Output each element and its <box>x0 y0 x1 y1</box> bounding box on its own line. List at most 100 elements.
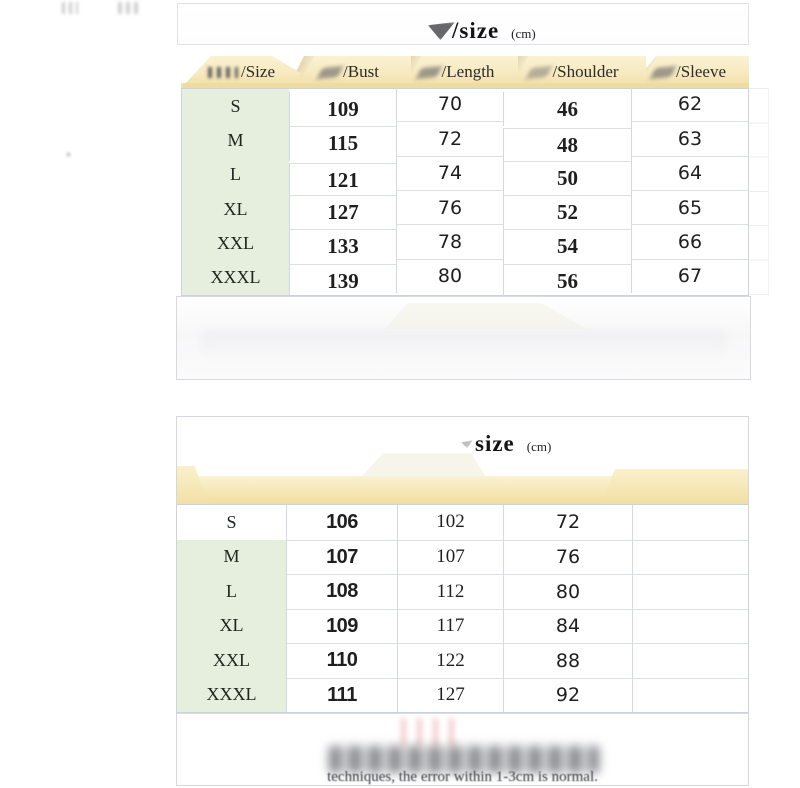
blurred-text-smudge <box>649 65 677 79</box>
artifact-mark <box>118 2 138 14</box>
bottom-size-table: S 106 102 72 M 107 107 76 L 108 112 80 X… <box>176 504 749 713</box>
row-label: XL <box>182 191 289 227</box>
row-label: XXL <box>177 643 286 678</box>
top-table-header: /Size /Bust /Length /Shoulder /Sleeve <box>181 56 749 88</box>
shoulder-cell: 46 <box>503 92 631 127</box>
table-row: M 107 107 76 <box>177 539 748 574</box>
row-label: L <box>182 157 289 192</box>
row-label: L <box>177 574 286 609</box>
length-cell: 72 <box>396 121 503 156</box>
table-row: L 121 74 50 64 <box>182 155 748 197</box>
header-tab-length: /Length <box>395 56 518 88</box>
shoulder-cell: 56 <box>503 263 631 298</box>
top-size-table: S 109 70 46 62 M 115 72 48 63 L 121 74 5… <box>181 87 749 298</box>
measure-cell: 84 <box>503 608 632 643</box>
measure-cell: 122 <box>397 643 503 678</box>
bust-cell: 139 <box>289 263 396 298</box>
table-row: XXL 133 78 54 66 <box>182 224 748 264</box>
row-label: M <box>182 123 289 158</box>
measure-cell: 76 <box>503 539 632 574</box>
faded-title-frame <box>177 3 749 45</box>
measure-cell: 110 <box>286 643 397 678</box>
measure-cell: 111 <box>286 677 397 712</box>
sleeve-cell: 66 <box>631 224 748 259</box>
table-row: XL 109 117 84 <box>177 608 748 643</box>
bust-cell: 109 <box>289 92 396 127</box>
table-row: XXXL 111 127 92 <box>177 677 748 712</box>
artifact-dot <box>66 152 71 157</box>
row-label: XXL <box>182 226 289 261</box>
measure-cell: 72 <box>503 505 632 540</box>
row-label: M <box>177 539 286 574</box>
measure-cell: 127 <box>397 677 503 712</box>
table-row: S 109 70 46 62 <box>182 87 748 127</box>
blurred-text-smudge <box>526 65 553 79</box>
header-tab-shoulder: /Shoulder <box>502 56 646 88</box>
length-cell: 80 <box>396 258 503 293</box>
title-slash: / <box>452 18 460 43</box>
shoulder-cell: 50 <box>503 160 631 195</box>
header-label: /Size <box>241 62 275 81</box>
measure-cell: 80 <box>503 574 632 609</box>
measure-cell: 88 <box>503 643 632 678</box>
bust-cell: 121 <box>289 162 396 197</box>
length-cell: 70 <box>396 87 503 122</box>
blurred-text-smudge <box>428 22 455 40</box>
title-text: size <box>475 431 515 456</box>
faded-panel <box>176 296 751 380</box>
sleeve-cell: 67 <box>631 258 748 293</box>
artifact-mark <box>62 2 78 14</box>
length-cell: 74 <box>396 155 503 190</box>
header-label: /Sleeve <box>675 62 727 81</box>
empty-cell <box>632 539 748 574</box>
empty-cell <box>632 643 748 678</box>
row-label: XXXL <box>177 677 286 712</box>
shoulder-cell: 54 <box>503 229 631 264</box>
faded-ghost-column <box>749 88 769 296</box>
pink-smudge <box>401 718 463 746</box>
row-label: S <box>182 89 289 124</box>
table-row: XL 127 76 52 65 <box>182 189 748 230</box>
bottom-chart-title: size (cm) <box>461 431 551 457</box>
measure-cell: 109 <box>286 608 397 643</box>
measure-cell: 108 <box>286 574 397 609</box>
empty-cell <box>632 677 748 712</box>
measure-cell: 107 <box>397 539 503 574</box>
header-label: /Length <box>441 62 495 81</box>
sleeve-cell: 65 <box>631 189 748 225</box>
sleeve-cell: 63 <box>631 121 748 156</box>
title-text: size <box>459 18 500 43</box>
title-word: /size <box>452 18 499 44</box>
table-row: M 115 72 48 63 <box>182 121 748 163</box>
header-tab-sleeve: /Sleeve <box>630 56 749 88</box>
sleeve-cell: 62 <box>631 87 748 122</box>
header-label: /Shoulder <box>552 62 619 81</box>
empty-cell <box>632 608 748 643</box>
row-label: S <box>226 511 237 532</box>
row-label: XXXL <box>182 260 289 295</box>
sleeve-cell: 64 <box>631 155 748 190</box>
measure-cell: 107 <box>286 539 397 574</box>
row-label: XL <box>177 608 286 643</box>
header-band-ghost-tab <box>361 453 486 477</box>
blurred-text-band <box>329 746 599 773</box>
blurred-text-smudge <box>316 65 344 79</box>
length-cell: 76 <box>396 189 503 225</box>
length-cell: 78 <box>396 224 503 259</box>
top-chart-title: /size (cm) <box>428 18 536 44</box>
title-unit: (cm) <box>511 26 536 41</box>
empty-cell <box>632 574 748 609</box>
table-row: XXL 110 122 88 <box>177 643 748 678</box>
measure-cell: 112 <box>397 574 503 609</box>
measure-cell: 102 <box>397 505 503 540</box>
blurred-text-smudge <box>415 65 442 79</box>
header-tab-bust: /Bust <box>288 56 411 88</box>
note-panel: techniques, the error within 1-3cm is no… <box>177 713 748 787</box>
title-unit: (cm) <box>526 439 552 454</box>
measure-cell: 106 <box>286 505 397 540</box>
table-row: S 106 102 72 <box>177 505 748 540</box>
header-tab-size: /Size <box>181 56 302 88</box>
header-band-right-tab <box>601 469 748 504</box>
header-label: /Bust <box>343 62 379 81</box>
blurred-text-smudge <box>208 67 238 78</box>
